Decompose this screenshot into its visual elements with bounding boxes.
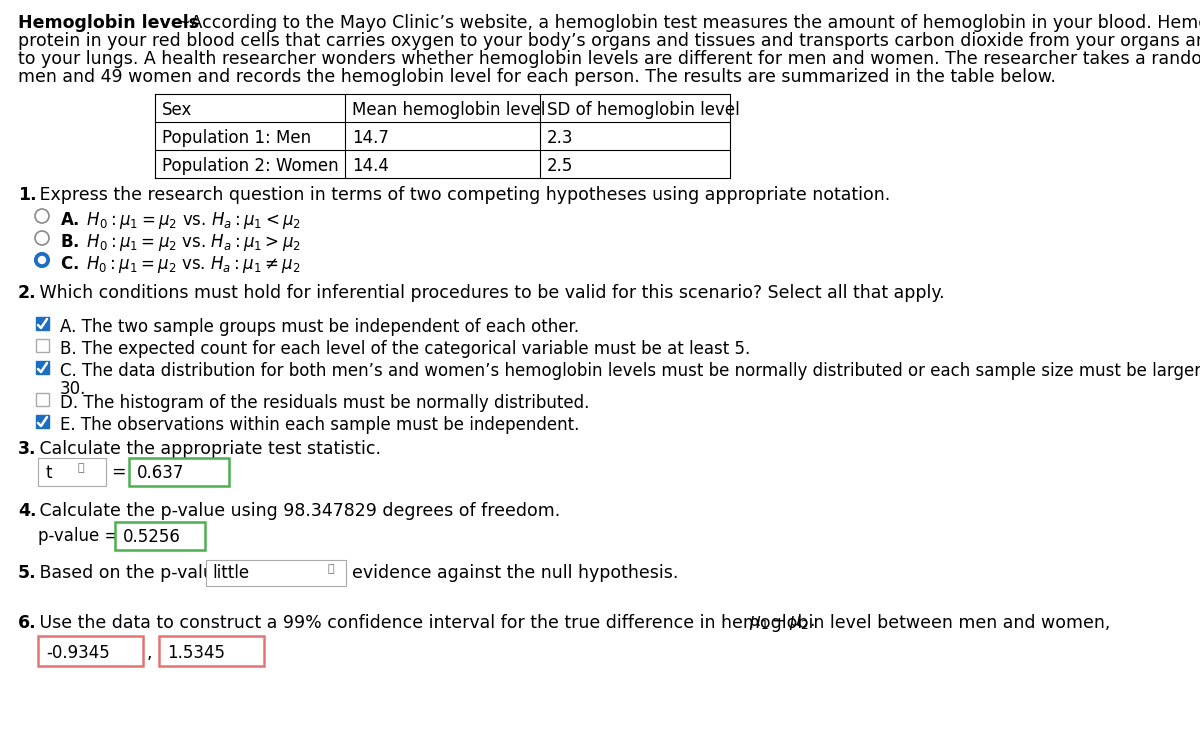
Text: C. The data distribution for both men’s and women’s hemoglobin levels must be no: C. The data distribution for both men’s … [60, 362, 1200, 380]
Text: protein in your red blood cells that carries oxygen to your body’s organs and ti: protein in your red blood cells that car… [18, 32, 1200, 50]
Text: $\mathbf{C.}\; H_0 : \mu_1 = \mu_2 \text{ vs. } H_a : \mu_1 \neq \mu_2$: $\mathbf{C.}\; H_0 : \mu_1 = \mu_2 \text… [60, 254, 300, 275]
Bar [36, 393, 49, 406]
Bar [155, 94, 730, 178]
Bar [36, 317, 49, 330]
Bar [36, 361, 49, 374]
Text: Calculate the p-value using 98.347829 degrees of freedom.: Calculate the p-value using 98.347829 de… [34, 502, 560, 520]
Text: 14.7: 14.7 [352, 129, 389, 147]
FancyBboxPatch shape [38, 458, 106, 486]
Text: 6.: 6. [18, 614, 37, 632]
Circle shape [35, 231, 49, 245]
Bar [36, 415, 49, 428]
Text: 5.: 5. [18, 564, 37, 582]
Text: $\mu_1 - \mu_2$.: $\mu_1 - \mu_2$. [749, 614, 815, 632]
Text: ⌵: ⌵ [328, 564, 335, 574]
Text: SD of hemoglobin level: SD of hemoglobin level [547, 101, 739, 119]
FancyBboxPatch shape [130, 458, 229, 486]
FancyBboxPatch shape [206, 560, 346, 586]
Text: 0.637: 0.637 [137, 464, 185, 482]
FancyBboxPatch shape [115, 522, 205, 550]
Text: 2.: 2. [18, 284, 37, 302]
Text: D. The histogram of the residuals must be normally distributed.: D. The histogram of the residuals must b… [60, 394, 589, 412]
FancyBboxPatch shape [158, 636, 264, 666]
Text: Which conditions must hold for inferential procedures to be valid for this scena: Which conditions must hold for inferenti… [34, 284, 944, 302]
Text: 2.3: 2.3 [547, 129, 574, 147]
Text: Population 1: Men: Population 1: Men [162, 129, 311, 147]
Text: men and 49 women and records the hemoglobin level for each person. The results a: men and 49 women and records the hemoglo… [18, 68, 1056, 86]
Text: Population 2: Women: Population 2: Women [162, 157, 338, 175]
Text: ⌵: ⌵ [78, 463, 85, 473]
Text: 30.: 30. [60, 380, 86, 398]
Circle shape [35, 253, 49, 267]
Text: 0.5256: 0.5256 [124, 528, 181, 546]
Text: Based on the p-value, we have: Based on the p-value, we have [34, 564, 310, 582]
Text: Sex: Sex [162, 101, 192, 119]
Text: 1.: 1. [18, 186, 37, 204]
Text: t: t [46, 464, 53, 482]
Text: $\mathbf{A.}\; H_0 : \mu_1 = \mu_2 \text{ vs. } H_a : \mu_1 < \mu_2$: $\mathbf{A.}\; H_0 : \mu_1 = \mu_2 \text… [60, 210, 301, 231]
Text: 4.: 4. [18, 502, 36, 520]
Text: $\mathbf{B.}\; H_0 : \mu_1 = \mu_2 \text{ vs. } H_a : \mu_1 > \mu_2$: $\mathbf{B.}\; H_0 : \mu_1 = \mu_2 \text… [60, 232, 301, 253]
Text: Mean hemoglobin level: Mean hemoglobin level [352, 101, 545, 119]
Bar [36, 339, 49, 352]
Text: ,: , [148, 644, 152, 662]
FancyBboxPatch shape [38, 636, 143, 666]
Text: to your lungs. A health researcher wonders whether hemoglobin levels are differe: to your lungs. A health researcher wonde… [18, 50, 1200, 68]
Text: 14.4: 14.4 [352, 157, 389, 175]
Text: little: little [212, 564, 250, 582]
Text: evidence against the null hypothesis.: evidence against the null hypothesis. [352, 564, 678, 582]
Text: 2.5: 2.5 [547, 157, 574, 175]
Text: Use the data to construct a 99% confidence interval for the true difference in h: Use the data to construct a 99% confiden… [34, 614, 1110, 632]
Text: -0.9345: -0.9345 [46, 644, 109, 662]
Text: B. The expected count for each level of the categorical variable must be at leas: B. The expected count for each level of … [60, 340, 750, 358]
Text: According to the Mayo Clinic’s website, a hemoglobin test measures the amount of: According to the Mayo Clinic’s website, … [185, 14, 1200, 32]
Text: Express the research question in terms of two competing hypotheses using appropr: Express the research question in terms o… [34, 186, 890, 204]
Text: =: = [112, 463, 126, 481]
Text: A. The two sample groups must be independent of each other.: A. The two sample groups must be indepen… [60, 318, 580, 336]
Text: ~: ~ [172, 14, 191, 32]
Text: Calculate the appropriate test statistic.: Calculate the appropriate test statistic… [34, 440, 382, 458]
Text: 3.: 3. [18, 440, 36, 458]
Text: Hemoglobin levels: Hemoglobin levels [18, 14, 199, 32]
Text: E. The observations within each sample must be independent.: E. The observations within each sample m… [60, 416, 580, 434]
Circle shape [35, 209, 49, 223]
Text: 1.5345: 1.5345 [167, 644, 226, 662]
Text: p-value =: p-value = [38, 527, 119, 545]
Circle shape [38, 256, 46, 263]
